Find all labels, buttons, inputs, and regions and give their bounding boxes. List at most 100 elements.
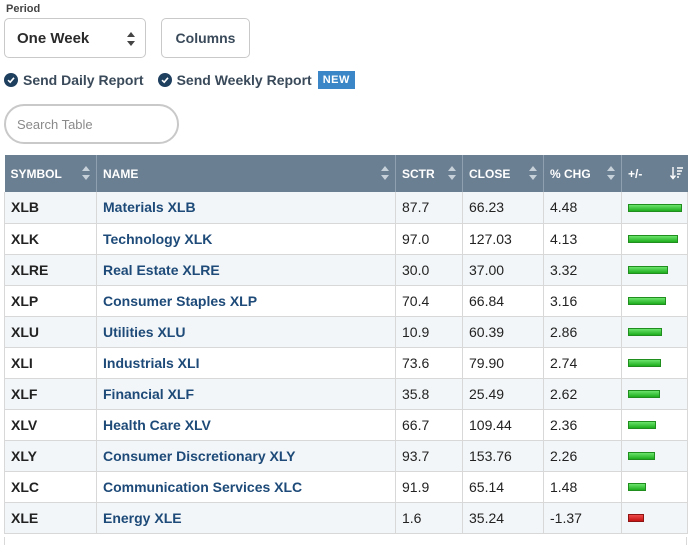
table-row[interactable]: XLE Energy XLE 1.6 35.24 -1.37 [4,502,688,534]
sort-icon [82,166,90,180]
period-selected-value: One Week [17,29,90,47]
change-bar-cell [621,254,688,286]
pct-chg-cell: 2.86 [543,316,622,348]
sctr-cell: 30.0 [395,254,463,286]
table-row[interactable]: XLY Consumer Discretionary XLY 93.7 153.76 2… [4,440,688,472]
sort-descending-icon [669,167,683,180]
send-weekly-report-option[interactable]: Send Weekly Report NEW [157,71,355,89]
name-cell[interactable]: Materials XLB [96,192,396,224]
sctr-cell: 70.4 [395,285,463,317]
close-cell: 109.44 [462,409,544,441]
close-cell: 65.14 [462,471,544,503]
header-label: SYMBOL [10,166,62,181]
report-options: Send Daily Report Send Weekly Report NEW [4,70,369,90]
sctr-cell: 35.8 [395,378,463,410]
send-daily-report-label: Send Daily Report [23,72,144,88]
change-bar-cell [621,192,688,224]
positive-change-bar [628,421,656,429]
pct-chg-cell: 2.26 [543,440,622,472]
symbol-cell: XLU [4,316,97,348]
symbol-cell: XLI [4,347,97,379]
table-row[interactable]: XLI Industrials XLI 73.6 79.90 2.74 [4,347,688,379]
header-label: % CHG [550,166,591,181]
positive-change-bar [628,235,678,243]
pct-chg-cell: 2.36 [543,409,622,441]
change-bar-cell [621,440,688,472]
name-cell[interactable]: Technology XLK [96,223,396,255]
new-badge: NEW [317,71,355,89]
sctr-cell: 91.9 [395,471,463,503]
table-row[interactable]: XLB Materials XLB 87.7 66.23 4.48 [4,192,688,224]
header-name[interactable]: NAME [96,155,396,192]
header-symbol[interactable]: SYMBOL [4,155,97,192]
check-circle-icon [4,73,18,87]
name-cell[interactable]: Energy XLE [96,502,396,534]
symbol-cell: XLK [4,223,97,255]
symbol-cell: XLV [4,409,97,441]
sort-icon [448,166,456,180]
name-cell[interactable]: Financial XLF [96,378,396,410]
pct-chg-cell: 2.62 [543,378,622,410]
pct-chg-cell: 1.48 [543,471,622,503]
pct-chg-cell: 2.74 [543,347,622,379]
sector-table: SYMBOL NAME SCTR CLOSE % CHG +/- XLB Mate… [4,155,688,534]
name-cell[interactable]: Health Care XLV [96,409,396,441]
table-bottom-edge [4,537,687,545]
close-cell: 66.84 [462,285,544,317]
name-cell[interactable]: Communication Services XLC [96,471,396,503]
header-label: SCTR [402,166,435,181]
change-bar-cell [621,378,688,410]
period-label: Period [6,3,41,15]
pct-chg-cell: 3.32 [543,254,622,286]
table-row[interactable]: XLF Financial XLF 35.8 25.49 2.62 [4,378,688,410]
close-cell: 66.23 [462,192,544,224]
close-cell: 35.24 [462,502,544,534]
pct-chg-cell: 4.13 [543,223,622,255]
change-bar-cell [621,347,688,379]
period-select[interactable]: One Week [4,18,146,58]
table-header-row: SYMBOL NAME SCTR CLOSE % CHG +/- [4,155,688,192]
header-close[interactable]: CLOSE [462,155,544,192]
sort-icon [529,166,537,180]
sctr-cell: 10.9 [395,316,463,348]
change-bar-cell [621,223,688,255]
table-row[interactable]: XLP Consumer Staples XLP 70.4 66.84 3.16 [4,285,688,317]
sctr-cell: 1.6 [395,502,463,534]
pct-chg-cell: 3.16 [543,285,622,317]
symbol-cell: XLC [4,471,97,503]
table-row[interactable]: XLC Communication Services XLC 91.9 65.14 1.… [4,471,688,503]
positive-change-bar [628,297,666,305]
name-cell[interactable]: Real Estate XLRE [96,254,396,286]
header-plus-minus[interactable]: +/- [621,155,688,192]
send-daily-report-option[interactable]: Send Daily Report [4,72,144,88]
name-cell[interactable]: Industrials XLI [96,347,396,379]
change-bar-cell [621,471,688,503]
positive-change-bar [628,483,646,491]
table-row[interactable]: XLU Utilities XLU 10.9 60.39 2.86 [4,316,688,348]
positive-change-bar [628,328,662,336]
close-cell: 60.39 [462,316,544,348]
close-cell: 79.90 [462,347,544,379]
header-sctr[interactable]: SCTR [395,155,463,192]
name-cell[interactable]: Utilities XLU [96,316,396,348]
header-pct-chg[interactable]: % CHG [543,155,622,192]
symbol-cell: XLRE [4,254,97,286]
send-weekly-report-label: Send Weekly Report [176,72,312,88]
positive-change-bar [628,452,655,460]
table-row[interactable]: XLRE Real Estate XLRE 30.0 37.00 3.32 [4,254,688,286]
table-row[interactable]: XLV Health Care XLV 66.7 109.44 2.36 [4,409,688,441]
sort-icon [381,166,389,180]
check-circle-icon [157,73,172,87]
name-cell[interactable]: Consumer Discretionary XLY [96,440,396,472]
change-bar-cell [621,409,688,441]
name-cell[interactable]: Consumer Staples XLP [96,285,396,317]
change-bar-cell [621,316,688,348]
header-label: +/- [628,166,643,181]
sctr-cell: 87.7 [395,192,463,224]
search-input[interactable]: Search Table [4,104,179,144]
columns-button[interactable]: Columns [161,18,250,58]
table-row[interactable]: XLK Technology XLK 97.0 127.03 4.13 [4,223,688,255]
change-bar-cell [621,502,688,534]
pct-chg-cell: -1.37 [543,502,622,534]
close-cell: 153.76 [462,440,544,472]
